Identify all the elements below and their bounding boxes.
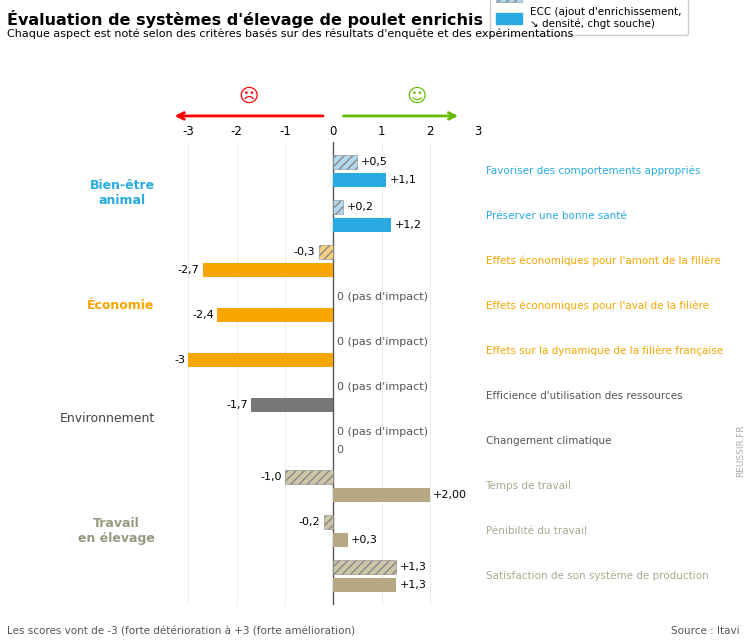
Text: -0,3: -0,3 (294, 247, 315, 257)
Bar (323, 515, 333, 529)
Bar (319, 245, 333, 259)
Text: -1,7: -1,7 (226, 400, 248, 410)
Text: 0 (pas d'impact): 0 (pas d'impact) (337, 337, 427, 347)
Bar (203, 263, 333, 277)
Text: Efficience d'utilisation des ressources: Efficience d'utilisation des ressources (486, 391, 682, 401)
Text: Chaque aspect est noté selon des critères basés sur des résultats d'enquête et d: Chaque aspect est noté selon des critère… (7, 29, 574, 39)
Text: Évaluation de systèmes d'élevage de poulet enrichis: Évaluation de systèmes d'élevage de poul… (7, 10, 483, 28)
Text: Changement climatique: Changement climatique (486, 436, 611, 446)
Text: Travail
en élevage: Travail en élevage (78, 517, 155, 545)
Bar (333, 155, 357, 169)
Text: +0,5: +0,5 (361, 157, 388, 167)
Bar (333, 560, 396, 574)
Text: +1,3: +1,3 (400, 580, 427, 590)
Text: Temps de travail: Temps de travail (486, 481, 571, 491)
Text: Source : Itavi: Source : Itavi (671, 626, 740, 636)
Bar (251, 398, 333, 412)
Text: Effets économiques pour l'aval de la filière: Effets économiques pour l'aval de la fil… (486, 301, 709, 311)
Bar (217, 308, 333, 322)
Text: Préserver une bonne santé: Préserver une bonne santé (486, 211, 626, 221)
Text: +0,3: +0,3 (351, 535, 378, 545)
Legend: Standard enrichi, ECC (ajout d'enrichissement,
↘ densité, chgt souche): Standard enrichi, ECC (ajout d'enrichiss… (489, 0, 688, 35)
Text: 0: 0 (337, 445, 344, 455)
Text: +1,2: +1,2 (394, 220, 421, 230)
Text: -3: -3 (174, 355, 185, 365)
Bar (285, 470, 333, 484)
Bar (333, 200, 343, 214)
Text: -0,2: -0,2 (299, 517, 320, 527)
Text: +2,00: +2,00 (433, 490, 467, 500)
Text: REUSSIR.FR: REUSSIR.FR (737, 424, 746, 477)
Bar (333, 488, 430, 502)
Text: Satisfaction de son système de production: Satisfaction de son système de productio… (486, 571, 708, 582)
Text: -2,4: -2,4 (192, 310, 214, 320)
Text: Effets sur la dynamique de la filière française: Effets sur la dynamique de la filière fr… (486, 346, 723, 356)
Text: 0 (pas d'impact): 0 (pas d'impact) (337, 382, 427, 392)
Bar (333, 173, 386, 187)
Text: Pénibilité du travail: Pénibilité du travail (486, 526, 586, 536)
Text: ☹: ☹ (238, 87, 259, 106)
Text: +1,3: +1,3 (400, 562, 427, 572)
Text: Les scores vont de -3 (forte détérioration à +3 (forte amélioration): Les scores vont de -3 (forte détériorati… (7, 626, 356, 636)
Text: Environnement: Environnement (60, 412, 155, 425)
Bar (333, 533, 348, 547)
Text: 0 (pas d'impact): 0 (pas d'impact) (337, 427, 427, 437)
Text: 0 (pas d'impact): 0 (pas d'impact) (337, 292, 427, 302)
Text: Favoriser des comportements appropriés: Favoriser des comportements appropriés (486, 166, 700, 176)
Bar (188, 353, 333, 367)
Text: +0,2: +0,2 (347, 202, 374, 212)
Text: Effets économiques pour l'amont de la filière: Effets économiques pour l'amont de la fi… (486, 256, 720, 266)
Bar (333, 578, 396, 592)
Text: Économie: Économie (87, 299, 155, 312)
Text: +1,1: +1,1 (390, 175, 417, 185)
Text: -2,7: -2,7 (178, 265, 199, 275)
Text: -1,0: -1,0 (260, 472, 282, 482)
Text: Bien-être
animal: Bien-être animal (90, 180, 155, 207)
Text: ☺: ☺ (406, 87, 427, 106)
Bar (333, 218, 391, 232)
